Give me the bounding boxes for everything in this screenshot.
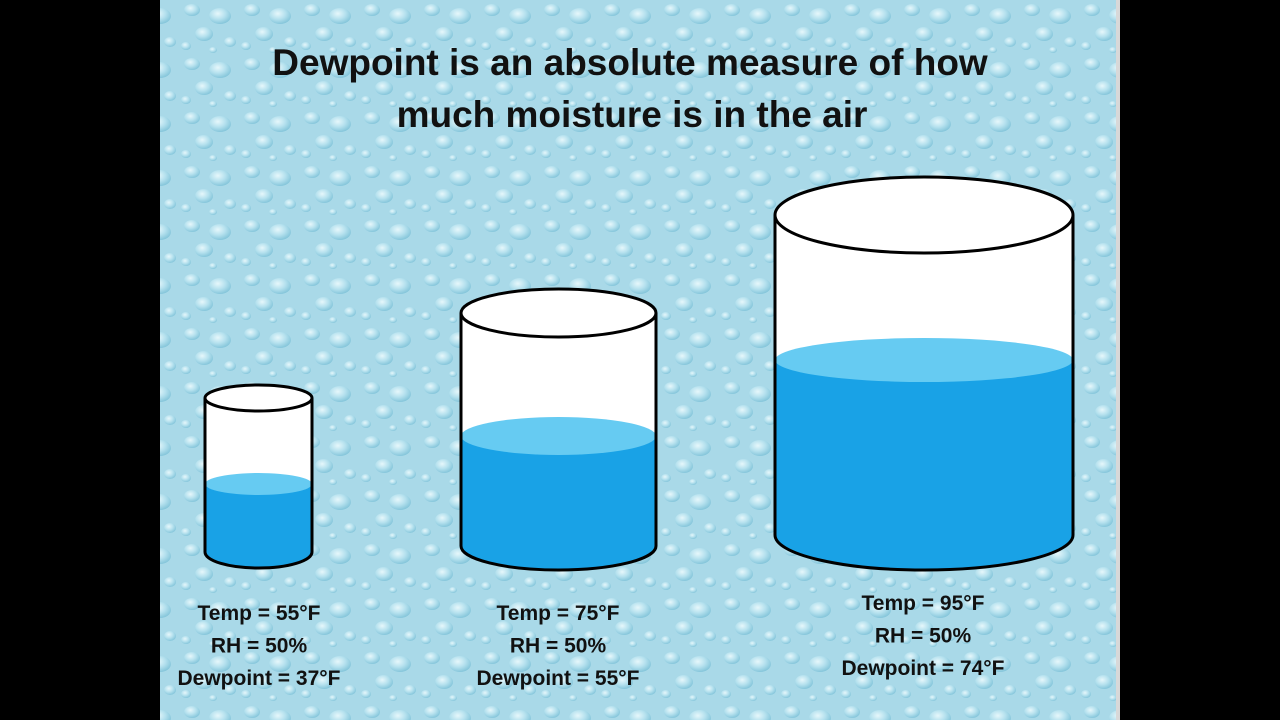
cylinder-label: RH = 50% bbox=[875, 625, 972, 648]
cylinder-outline bbox=[203, 398, 314, 570]
slide-edge bbox=[1116, 0, 1120, 720]
water-body bbox=[461, 436, 656, 570]
cylinder-label: Temp = 55°F bbox=[198, 602, 321, 625]
cylinder-label: Dewpoint = 74°F bbox=[841, 657, 1004, 680]
water-surface bbox=[461, 417, 656, 455]
title-line: Dewpoint is an absolute measure of how bbox=[272, 42, 988, 83]
water-body bbox=[775, 360, 1073, 570]
water-surface bbox=[775, 338, 1073, 382]
cylinder-rim bbox=[773, 175, 1075, 255]
water-surface bbox=[205, 473, 312, 495]
title-line: much moisture is in the air bbox=[397, 94, 868, 135]
cylinder: Temp = 75°F RH = 50% Dewpoint = 55°F bbox=[459, 287, 658, 690]
cylinder-label: RH = 50% bbox=[510, 635, 607, 658]
cylinder-rim bbox=[459, 287, 658, 339]
water-body bbox=[205, 484, 312, 568]
cylinder-outline bbox=[459, 313, 658, 572]
cylinder-label: Dewpoint = 55°F bbox=[476, 667, 639, 690]
cylinder-label: Temp = 75°F bbox=[497, 602, 620, 625]
cylinder-rim bbox=[203, 383, 314, 413]
cylinder-label: Dewpoint = 37°F bbox=[177, 667, 340, 690]
cylinder-label: Temp = 95°F bbox=[862, 592, 985, 615]
cylinder: Temp = 55°F RH = 50% Dewpoint = 37°F bbox=[177, 383, 341, 690]
cylinder-label: RH = 50% bbox=[211, 635, 308, 658]
cylinder-outline bbox=[773, 215, 1075, 572]
cylinder: Temp = 95°F RH = 50% Dewpoint = 74°F bbox=[773, 175, 1075, 680]
